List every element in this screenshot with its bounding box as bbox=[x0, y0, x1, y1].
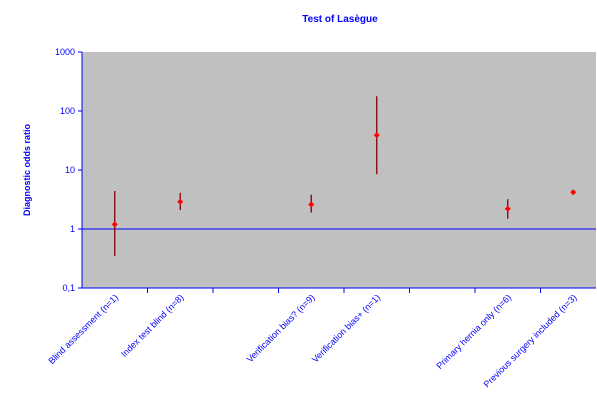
x-tick-label: Verification bias? (n=9) bbox=[245, 292, 317, 364]
y-tick-label: 0,1 bbox=[62, 283, 75, 293]
y-tick-label: 1 bbox=[70, 224, 75, 234]
plot-area bbox=[82, 52, 596, 288]
x-tick-label: Verification bias+ (n=1) bbox=[310, 292, 382, 364]
chart-title: Test of Lasègue bbox=[302, 14, 378, 25]
y-tick-label: 10 bbox=[65, 165, 75, 175]
x-tick-label: Index test blind (n=8) bbox=[119, 292, 186, 359]
point bbox=[111, 221, 118, 228]
y-axis-label: Diagnostic odds ratio bbox=[22, 123, 32, 216]
x-tick-label: Primary hernia only (n=6) bbox=[434, 292, 513, 371]
x-tick-label: Blind assessment (n=1) bbox=[46, 292, 120, 366]
y-tick-label: 1000 bbox=[55, 47, 75, 57]
point bbox=[504, 205, 511, 212]
point bbox=[373, 132, 380, 139]
y-tick-label: 100 bbox=[60, 106, 75, 116]
point bbox=[570, 189, 577, 196]
point bbox=[177, 198, 184, 205]
point bbox=[308, 201, 315, 208]
